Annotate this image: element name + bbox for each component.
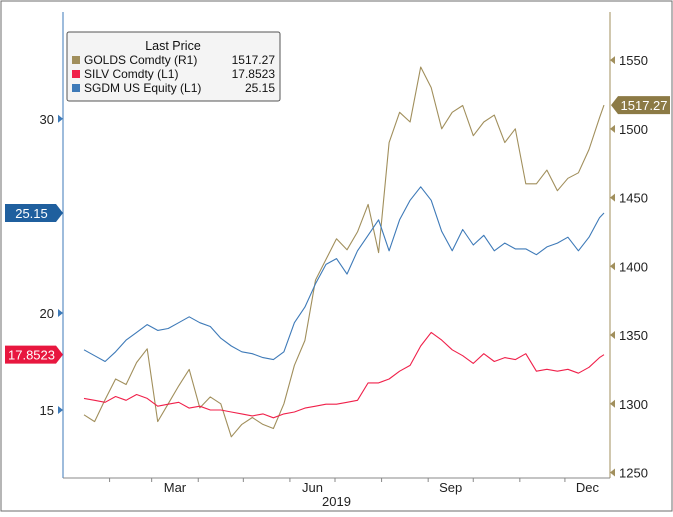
left-y-tick-label: 15 bbox=[40, 403, 54, 418]
last-value-tag bbox=[5, 345, 63, 364]
right-y-tick-marker bbox=[610, 468, 615, 477]
left-y-tick-marker bbox=[58, 308, 63, 317]
last-value-tag bbox=[611, 96, 670, 115]
legend-swatch bbox=[72, 84, 80, 92]
left-y-tick-label: 30 bbox=[40, 112, 54, 127]
last-value-tag-text: 25.15 bbox=[15, 206, 48, 221]
left-y-tick-label: 20 bbox=[40, 306, 54, 321]
legend-entry-label: SGDM US Equity (L1) bbox=[84, 81, 201, 95]
right-y-tick-label: 1400 bbox=[619, 259, 648, 274]
x-axis-title: 2019 bbox=[322, 494, 351, 509]
left-y-tick-marker bbox=[58, 114, 63, 123]
right-y-tick-label: 1350 bbox=[619, 328, 648, 343]
left-y-tick-marker bbox=[58, 406, 63, 415]
right-y-tick-marker bbox=[610, 193, 615, 202]
right-y-tick-label: 1550 bbox=[619, 53, 648, 68]
right-y-tick-marker bbox=[610, 262, 615, 271]
legend-entry-label: SILV Comdty (L1) bbox=[84, 67, 178, 81]
legend-title: Last Price bbox=[145, 39, 201, 53]
last-value-tag-text: 17.8523 bbox=[8, 348, 55, 363]
legend-swatch bbox=[72, 56, 80, 64]
legend-entry-value: 17.8523 bbox=[232, 67, 276, 81]
right-y-tick-marker bbox=[610, 399, 615, 408]
legend-entry-label: GOLDS Comdty (R1) bbox=[84, 53, 197, 67]
last-value-tag-text: 1517.27 bbox=[621, 98, 668, 113]
x-tick-label: Sep bbox=[439, 480, 462, 495]
x-tick-label: Dec bbox=[576, 480, 600, 495]
right-y-tick-marker bbox=[610, 331, 615, 340]
last-value-tag bbox=[5, 203, 63, 222]
legend-box bbox=[66, 31, 281, 102]
series-line-silv-comdty bbox=[83, 331, 605, 419]
series-line-sgdm-us-equity bbox=[83, 186, 605, 363]
legend-entry-value: 25.15 bbox=[245, 81, 275, 95]
right-y-tick-label: 1450 bbox=[619, 191, 648, 206]
right-y-tick-label: 1500 bbox=[619, 122, 648, 137]
legend-entry-value: 1517.27 bbox=[232, 53, 276, 67]
right-y-tick-marker bbox=[610, 124, 615, 133]
right-y-tick-label: 1250 bbox=[619, 466, 648, 481]
right-y-tick-marker bbox=[610, 56, 615, 65]
legend-swatch bbox=[72, 70, 80, 78]
x-tick-label: Mar bbox=[164, 480, 187, 495]
series-line-golds-comdty bbox=[83, 66, 605, 438]
right-y-tick-label: 1300 bbox=[619, 397, 648, 412]
x-tick-label: Jun bbox=[302, 480, 323, 495]
